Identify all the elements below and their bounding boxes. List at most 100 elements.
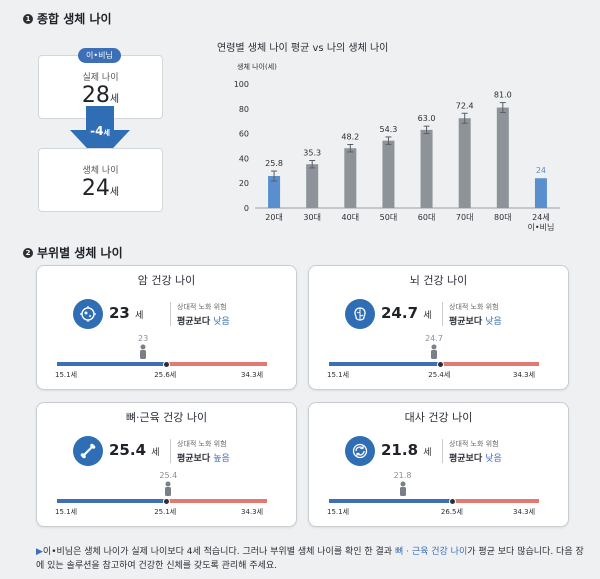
y-tick-label: 40: [239, 154, 249, 163]
gauge-max-label: 34.3세: [513, 371, 536, 379]
gauge-max-label: 34.3세: [513, 508, 536, 516]
divider: [170, 439, 171, 463]
note-text-1: 이•비님은 생체 나이가 실제 나이보다 4세 적습니다. 그러나 부위별 생체…: [42, 547, 395, 557]
data-label: 25.8: [265, 159, 283, 168]
gauge-min-label: 15.1세: [327, 371, 350, 379]
person-icon: [165, 481, 172, 496]
risk-prefix: 평균보다: [177, 454, 211, 464]
gauge-min-label: 15.1세: [55, 371, 78, 379]
card-value: 25.4 세: [109, 441, 160, 459]
cell-icon: [73, 299, 103, 329]
note-highlight: 뼈 · 근육 건강 나이: [394, 547, 468, 557]
y-tick-label: 80: [239, 105, 249, 114]
x-tick-label: 40대: [342, 213, 360, 222]
gauge-average-dot: [162, 360, 170, 368]
risk-label: 상대적 노화 위험: [449, 303, 499, 311]
summary-note: ▶이•비님은 생체 나이가 실제 나이보다 4세 적습니다. 그러나 부위별 생…: [36, 545, 584, 573]
gauge-average-dot: [449, 497, 457, 505]
bullet-icon: ▶: [36, 547, 43, 557]
gauge-below-avg: [329, 362, 441, 366]
gauge-min-label: 15.1세: [55, 508, 78, 516]
gauge-avg-label: 25.1세: [154, 508, 177, 516]
gauge-min-label: 15.1세: [327, 508, 350, 516]
gauge-marker-value: 23: [138, 334, 149, 343]
y-tick-label: 60: [239, 130, 249, 139]
divider: [170, 302, 171, 326]
card-value-number: 23: [109, 304, 130, 322]
gauge-above-avg: [452, 499, 539, 503]
gauge-marker-value: 25.4: [159, 471, 178, 480]
age-diff-value: -4: [90, 124, 104, 138]
actual-age-value: 28: [81, 83, 110, 108]
chart-title: 연령별 생체 나이 평균 vs 나의 생체 나이: [217, 42, 388, 54]
risk-text: 평균보다 낮음: [177, 314, 230, 327]
gauge-max-label: 34.3세: [241, 508, 264, 516]
actual-age-label: 실제 나이: [82, 73, 119, 83]
card-value-unit: 세: [135, 311, 144, 321]
bio-age-value: 24: [81, 176, 110, 201]
card-metabolism-age: 대사 건강 나이 21.8 세 상대적 노화 위험 평균보다 낮음 21.8 15…: [308, 402, 569, 527]
data-label: 24: [536, 166, 546, 175]
card-value-number: 21.8: [381, 441, 419, 459]
age-diff: -4세: [80, 124, 120, 138]
card-value-unit: 세: [151, 448, 160, 458]
user-name-pill: 이•비님: [78, 48, 121, 63]
card-value-unit: 세: [423, 311, 432, 321]
bar: [306, 164, 319, 208]
gauge-marker-value: 21.8: [393, 471, 412, 480]
x-tick-label: 24세: [532, 213, 550, 222]
age-diff-unit: 세: [103, 129, 110, 137]
note-text-2: 가 평균 보다 많습니다. 다음 장에 있는 솔루션을 참고하여 건강한 신체를…: [36, 547, 584, 571]
bio-age-unit: 세: [109, 187, 120, 198]
bar: [534, 178, 547, 208]
y-tick-label: 100: [234, 80, 249, 89]
x-tick-label: 이•비님: [528, 222, 555, 232]
gauge-avg-label: 25.6세: [154, 371, 177, 379]
card-bone-muscle-age: 뼈·근육 건강 나이 25.4 세 상대적 노화 위험 평균보다 높음 25.4…: [36, 402, 297, 527]
bar: [344, 148, 357, 208]
risk-word: 높음: [213, 454, 230, 464]
card-value: 23 세: [109, 304, 143, 322]
x-tick-label: 20대: [265, 213, 283, 222]
risk-label: 상대적 노화 위험: [177, 303, 227, 311]
gauge-avg-label: 26.5세: [440, 508, 463, 516]
divider: [442, 302, 443, 326]
bar: [496, 107, 509, 208]
x-tick-label: 50대: [380, 213, 398, 222]
card-title: 뼈·근육 건강 나이: [125, 411, 208, 424]
y-tick-label: 20: [239, 179, 249, 188]
gauge-above-avg: [440, 362, 539, 366]
risk-text: 평균보다 낮음: [449, 451, 502, 464]
x-tick-label: 30대: [303, 213, 321, 222]
x-tick-label: 60대: [418, 213, 436, 222]
card-title: 대사 건강 나이: [404, 411, 473, 424]
risk-word: 낮음: [485, 454, 502, 464]
data-label: 48.2: [341, 133, 359, 142]
x-tick-label: 70대: [456, 213, 474, 222]
brain-icon: [345, 299, 375, 329]
risk-text: 평균보다 높음: [177, 451, 230, 464]
section-title-text: 종합 생체 나이: [37, 12, 112, 26]
section-number: 2: [23, 247, 33, 258]
bio-age-label: 생체 나이: [82, 166, 119, 176]
data-label: 63.0: [418, 114, 436, 123]
section-title-parts: 2 부위별 생체 나이: [23, 244, 123, 261]
bar: [382, 140, 395, 208]
risk-prefix: 평균보다: [449, 317, 483, 327]
card-brain-age: 뇌 건강 나이 24.7 세 상대적 노화 위험 평균보다 낮음 24.7 15.…: [308, 265, 569, 390]
person-icon: [140, 344, 147, 359]
person-icon: [399, 481, 406, 496]
card-title: 뇌 건강 나이: [409, 274, 468, 287]
y-tick-label: 0: [244, 204, 249, 213]
risk-label: 상대적 노화 위험: [177, 440, 227, 448]
data-label: 72.4: [456, 101, 474, 110]
gauge-average-dot: [436, 360, 444, 368]
card-value-number: 24.7: [381, 304, 419, 322]
bio-age-box: 생체 나이 24세: [38, 148, 163, 212]
data-label: 35.3: [303, 149, 321, 158]
bar: [420, 129, 433, 208]
risk-prefix: 평균보다: [449, 454, 483, 464]
section-number: 1: [23, 13, 33, 24]
card-cancer-age: 암 건강 나이 23 세 상대적 노화 위험 평균보다 낮음 23 15.1세 25…: [36, 265, 297, 390]
